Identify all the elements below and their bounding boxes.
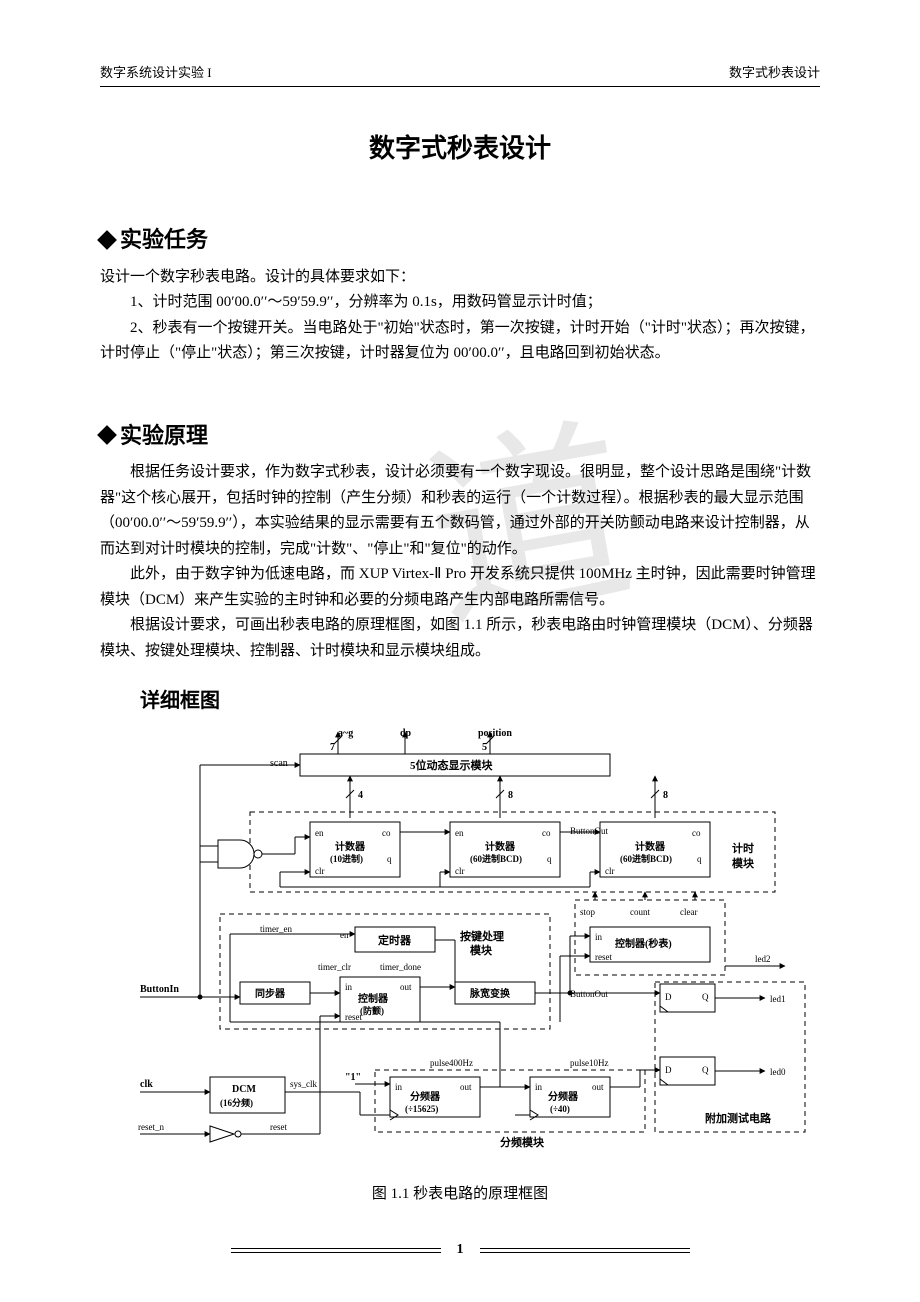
svg-text:pulse10Hz: pulse10Hz [570,1058,609,1068]
svg-text:clr: clr [315,866,325,876]
svg-text:led1: led1 [770,994,786,1004]
svg-text:led2: led2 [755,954,771,964]
svg-text:"1": "1" [345,1072,361,1083]
svg-text:scan: scan [270,758,288,769]
svg-text:timer_en: timer_en [260,924,292,934]
section-title-task: 实验任务 [100,221,820,258]
block-diagram: a~g 7 dp position 5 scan 5位动态显示模块 4 8 8 [100,722,820,1162]
svg-text:co: co [692,828,701,838]
svg-text:(÷15625): (÷15625) [405,1104,438,1114]
svg-text:q: q [387,854,392,864]
svg-text:q: q [547,854,552,864]
svg-text:定时器: 定时器 [378,933,412,947]
svg-text:clr: clr [605,866,615,876]
svg-text:clear: clear [680,907,697,917]
principle-p2: 此外，由于数字钟为低速电路，而 XUP Virtex-Ⅱ Pro 开发系统只提供… [100,562,820,613]
svg-text:reset_n: reset_n [138,1122,164,1132]
running-header: 数字系统设计实验 I 数字式秒表设计 [100,62,820,87]
task-item-2: 2、秒表有一个按键开关。当电路处于"初始"状态时，第一次按键，计时开始（"计时"… [100,316,820,367]
svg-text:5位动态显示模块: 5位动态显示模块 [410,758,493,772]
svg-text:reset: reset [345,1012,362,1022]
svg-text:en: en [315,828,324,838]
figure-caption: 图 1.1 秒表电路的原理框图 [100,1182,820,1208]
svg-text:D: D [665,1065,672,1075]
svg-text:计数器: 计数器 [335,840,366,853]
svg-text:timer_done: timer_done [380,962,421,972]
svg-text:Q: Q [702,1065,709,1075]
svg-text:8: 8 [508,790,513,801]
svg-text:模块: 模块 [732,856,755,870]
document-title: 数字式秒表设计 [100,127,820,171]
svg-text:分频模块: 分频模块 [500,1135,545,1149]
svg-text:计数器: 计数器 [635,840,666,853]
svg-text:模块: 模块 [470,943,493,957]
task-item-1: 1、计时范围 00′00.0′′～59′59.9′′，分辨率为 0.1s，用数码… [100,290,820,316]
svg-text:in: in [345,982,353,992]
svg-text:clk: clk [140,1079,153,1090]
svg-text:out: out [460,1082,472,1092]
svg-text:reset: reset [270,1122,287,1132]
svg-text:ButtonIn: ButtonIn [140,984,179,995]
principle-title-text: 实验原理 [120,417,208,454]
svg-text:en: en [455,828,464,838]
page-footer: 1 [100,1238,820,1262]
svg-text:(10进制): (10进制) [330,853,363,864]
principle-p1: 根据任务设计要求，作为数字式秒表，设计必须要有一个数字现设。很明显，整个设计思路… [100,460,820,562]
svg-text:同步器: 同步器 [255,987,286,1000]
section-title-principle: 实验原理 [100,417,820,454]
svg-text:clr: clr [455,866,465,876]
svg-text:co: co [382,828,391,838]
svg-text:pulse400Hz: pulse400Hz [430,1058,473,1068]
svg-text:out: out [592,1082,604,1092]
svg-text:reset: reset [595,952,612,962]
svg-text:(防颤): (防颤) [360,1005,384,1016]
svg-text:分频器: 分频器 [548,1090,579,1103]
svg-text:按键处理: 按键处理 [460,929,504,943]
svg-text:stop: stop [580,907,596,917]
svg-text:led0: led0 [770,1067,786,1077]
svg-text:DCM: DCM [232,1084,256,1095]
svg-text:Q: Q [702,992,709,1002]
header-right: 数字式秒表设计 [729,62,820,84]
svg-text:en: en [340,930,349,940]
svg-text:分频器: 分频器 [410,1090,441,1103]
svg-text:ButtonOut: ButtonOut [570,989,609,999]
footer-rule-right [480,1248,690,1253]
task-intro: 设计一个数字秒表电路。设计的具体要求如下： [100,265,820,291]
svg-text:D: D [665,992,672,1002]
header-left: 数字系统设计实验 I [100,62,212,84]
svg-text:计数器: 计数器 [485,840,516,853]
diamond-icon [97,230,117,250]
svg-text:in: in [595,932,603,942]
svg-text:脉宽变换: 脉宽变换 [469,987,511,1000]
diamond-icon [97,425,117,445]
svg-text:count: count [630,907,650,917]
svg-text:ButtonOut: ButtonOut [570,826,609,836]
diagram-heading: 详细框图 [140,684,820,718]
footer-rule-left [231,1248,441,1253]
svg-text:计时: 计时 [732,841,754,855]
svg-text:in: in [535,1082,543,1092]
page-number: 1 [441,1238,480,1262]
svg-text:in: in [395,1082,403,1092]
svg-text:附加测试电路: 附加测试电路 [705,1111,772,1125]
svg-text:timer_clr: timer_clr [318,962,351,972]
svg-text:(÷40): (÷40) [550,1104,570,1114]
svg-text:co: co [542,828,551,838]
svg-text:out: out [400,982,412,992]
svg-text:dp: dp [400,728,412,739]
svg-text:8: 8 [663,790,668,801]
svg-text:(60进制BCD): (60进制BCD) [620,853,672,864]
task-title-text: 实验任务 [120,221,208,258]
svg-text:position: position [478,728,512,739]
svg-text:4: 4 [358,790,363,801]
svg-text:控制器: 控制器 [358,992,389,1005]
svg-text:q: q [697,854,702,864]
principle-p3: 根据设计要求，可画出秒表电路的原理框图，如图 1.1 所示，秒表电路由时钟管理模… [100,613,820,664]
svg-text:sys_clk: sys_clk [290,1079,318,1089]
svg-text:(16分频): (16分频) [220,1097,253,1108]
svg-text:(60进制BCD): (60进制BCD) [470,853,522,864]
svg-text:控制器(秒表): 控制器(秒表) [615,937,672,950]
